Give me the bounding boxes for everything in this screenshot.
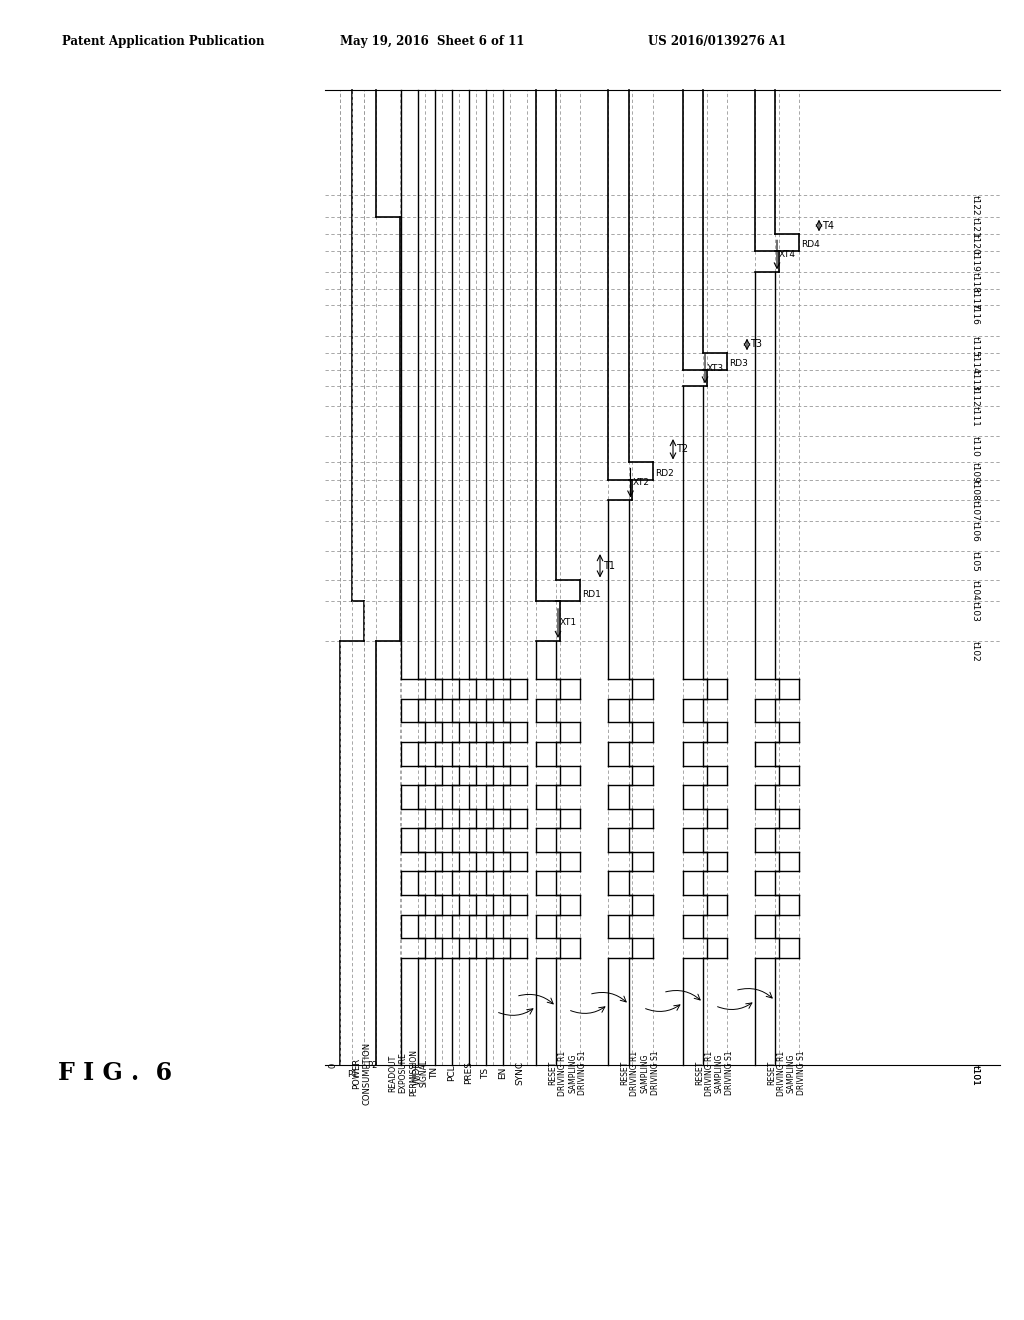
Text: XT1: XT1: [560, 618, 578, 627]
Text: Patent Application Publication: Patent Application Publication: [62, 36, 264, 48]
Text: RD2: RD2: [655, 469, 674, 478]
Text: RESET
DRIVING R1: RESET DRIVING R1: [548, 1051, 567, 1096]
Text: t115: t115: [971, 335, 980, 356]
Text: PRES: PRES: [464, 1061, 473, 1085]
Text: t105: t105: [971, 552, 980, 572]
Text: RESET
DRIVING R1: RESET DRIVING R1: [620, 1051, 639, 1096]
Text: SAMPLING
DRIVING S1: SAMPLING DRIVING S1: [641, 1051, 660, 1096]
Text: RESET
DRIVING R1: RESET DRIVING R1: [767, 1051, 786, 1096]
Text: t111: t111: [971, 407, 980, 426]
Text: SYNC: SYNC: [515, 1061, 524, 1085]
Text: t101: t101: [971, 1065, 980, 1086]
Text: May 19, 2016  Sheet 6 of 11: May 19, 2016 Sheet 6 of 11: [340, 36, 524, 48]
Text: t101: t101: [971, 1065, 980, 1086]
Text: WIDE: WIDE: [413, 1061, 422, 1085]
Text: XT4: XT4: [779, 249, 796, 259]
Text: US 2016/0139276 A1: US 2016/0139276 A1: [648, 36, 786, 48]
Text: T1: T1: [603, 561, 615, 570]
Text: XT3: XT3: [707, 364, 724, 374]
Text: PCL: PCL: [447, 1065, 456, 1081]
Text: t122: t122: [971, 195, 980, 216]
Text: RESET
DRIVING R1: RESET DRIVING R1: [695, 1051, 715, 1096]
Text: POWER
CONSUMPTION: POWER CONSUMPTION: [352, 1041, 372, 1105]
Text: t110: t110: [971, 436, 980, 457]
Text: READOUT
EXPOSURE
PERMISSION
SIGNAL: READOUT EXPOSURE PERMISSION SIGNAL: [388, 1049, 428, 1097]
Text: t121: t121: [971, 216, 980, 238]
Text: SAMPLING
DRIVING S1: SAMPLING DRIVING S1: [787, 1051, 807, 1096]
Text: SAMPLING
DRIVING S1: SAMPLING DRIVING S1: [568, 1051, 588, 1096]
Text: t103: t103: [971, 601, 980, 622]
Text: P2: P2: [367, 1060, 378, 1069]
Text: EN: EN: [498, 1067, 507, 1080]
Text: t109: t109: [971, 462, 980, 483]
Text: t116: t116: [971, 305, 980, 325]
Text: SAMPLING
DRIVING S1: SAMPLING DRIVING S1: [715, 1051, 734, 1096]
Text: t114: t114: [971, 354, 980, 374]
Text: RD4: RD4: [801, 240, 820, 249]
Text: t113: t113: [971, 370, 980, 391]
Text: t118: t118: [971, 272, 980, 293]
Text: XT2: XT2: [633, 478, 649, 487]
Text: t107: t107: [971, 500, 980, 521]
Text: t119: t119: [971, 251, 980, 272]
Text: t102: t102: [971, 642, 980, 661]
Text: T2: T2: [676, 445, 688, 454]
Text: t117: t117: [971, 289, 980, 310]
Text: t112: t112: [971, 387, 980, 407]
Text: P1: P1: [347, 1071, 357, 1078]
Text: F I G .  6: F I G . 6: [58, 1061, 172, 1085]
Text: TS: TS: [481, 1068, 490, 1078]
Text: TN: TN: [430, 1067, 439, 1078]
Text: T4: T4: [822, 220, 834, 231]
Text: RD3: RD3: [729, 359, 748, 368]
Text: t108: t108: [971, 480, 980, 500]
Text: 0: 0: [328, 1063, 337, 1068]
Text: T3: T3: [750, 339, 762, 350]
Text: RD1: RD1: [582, 590, 601, 599]
Text: t106: t106: [971, 521, 980, 541]
Text: t104: t104: [971, 581, 980, 601]
Text: t120: t120: [971, 235, 980, 255]
